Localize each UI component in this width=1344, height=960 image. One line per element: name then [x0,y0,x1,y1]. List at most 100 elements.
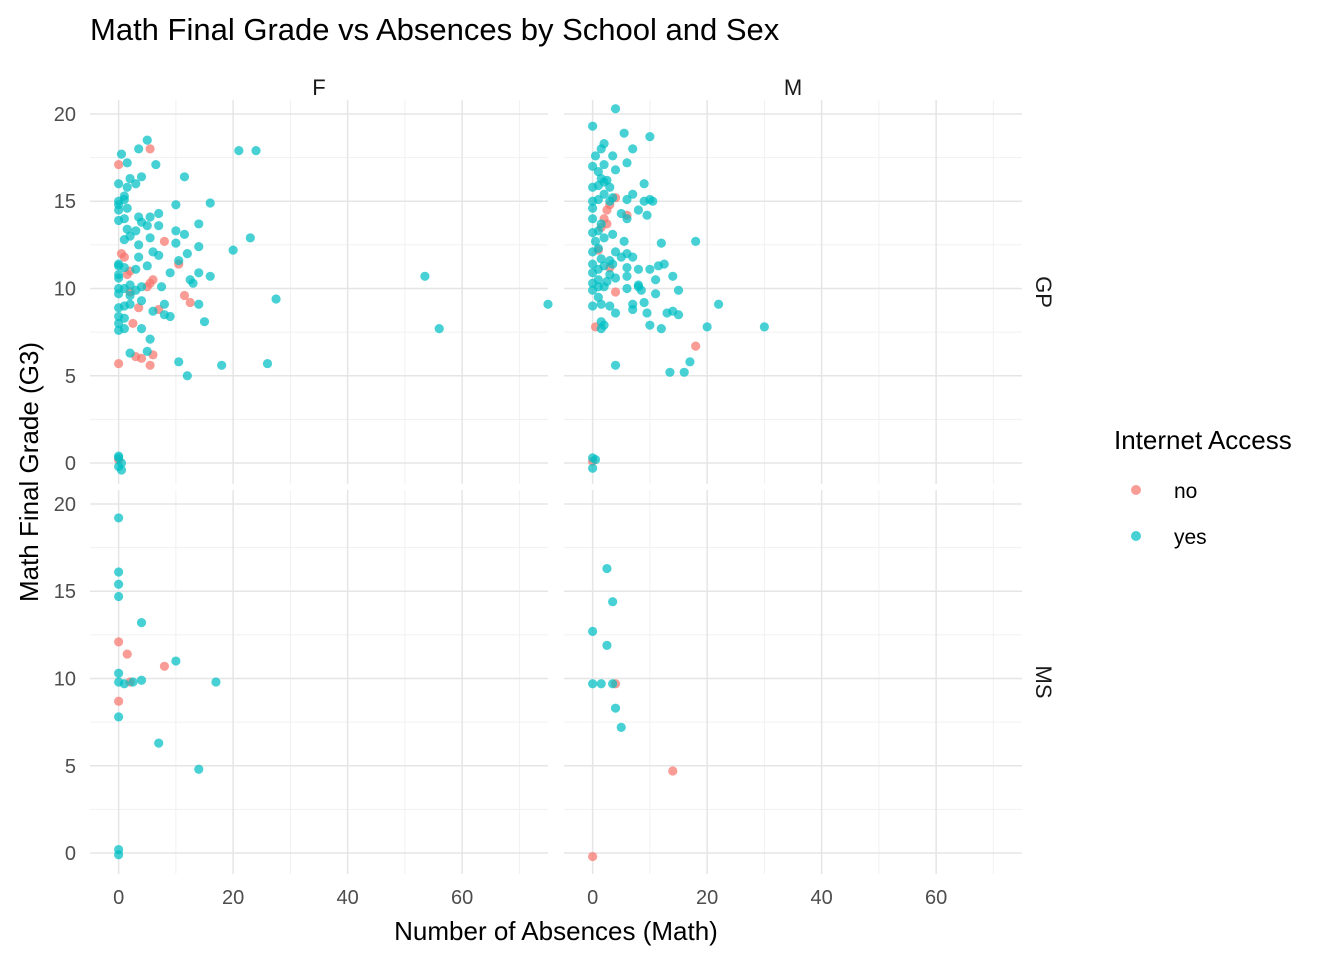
point-yes [608,193,618,203]
point-yes [159,299,170,309]
point-yes [122,224,132,234]
point-yes [148,306,158,316]
point-yes [593,292,603,302]
point-yes [171,656,181,666]
point-yes [114,205,124,215]
point-yes [628,304,638,315]
legend-label-no: no [1174,480,1197,503]
point-yes [599,233,609,243]
point-yes [679,367,689,377]
point-yes [610,104,621,114]
point-yes [605,301,615,311]
point-yes [136,282,147,292]
point-yes [179,229,190,239]
point-yes [593,226,603,236]
point-yes [593,275,603,285]
point-yes [245,233,255,243]
facet-strip-F: F [312,75,325,100]
point-yes [171,200,181,210]
point-yes [651,289,661,299]
point-yes [136,324,147,334]
point-yes [673,310,684,320]
point-yes [114,591,124,602]
point-no [134,303,144,313]
point-yes [588,121,598,131]
point-yes [659,259,669,269]
y-tick-label: 5 [65,366,76,388]
y-tick-label: 0 [65,843,76,865]
point-yes [588,463,598,473]
panels: F M GP MS 0 5 10 15 20 0 5 10 15 20 0 20 40 60 0 20 40 60 [54,75,1056,909]
y-tick-label: 5 [65,756,76,778]
point-yes [122,182,132,192]
point-yes [142,261,152,271]
point-yes [602,640,612,650]
point-yes [119,313,129,323]
point-yes [642,210,652,220]
point-yes [619,128,629,138]
point-yes [596,299,606,309]
point-yes [182,371,192,381]
point-yes [174,357,184,367]
y-tick-label: 15 [54,581,76,603]
point-yes [165,311,175,322]
point-yes [602,563,612,574]
point-yes [628,144,638,154]
legend-entries: no yes [1131,480,1207,549]
legend: Internet Access no yes [1114,425,1292,549]
point-yes [648,196,658,206]
point-yes [633,205,644,215]
point-yes [122,203,132,213]
point-yes [136,172,147,182]
point-yes [593,166,603,177]
point-yes [610,273,621,283]
panel-F-GP: 0 5 10 15 20 [54,100,553,484]
point-yes [125,299,135,309]
point-yes [616,722,626,732]
point-yes [628,189,638,199]
point-yes [251,146,261,156]
point-no [145,144,155,154]
point-yes [590,454,601,465]
point-yes [610,703,621,713]
x-tick-label: 0 [587,887,598,909]
point-yes [645,132,655,142]
point-yes [179,172,190,182]
point-no [114,696,124,706]
point-yes [114,513,124,523]
x-tick-label: 40 [811,887,833,909]
point-yes [211,677,221,687]
point-no [114,358,124,369]
point-no [588,851,598,862]
point-yes [114,567,124,577]
point-yes [136,296,147,306]
point-yes [590,151,601,161]
point-yes [217,360,227,370]
point-yes [142,135,152,145]
point-yes [702,322,712,332]
point-yes [205,198,215,208]
point-yes [131,179,141,189]
point-yes [154,738,164,748]
point-yes [602,175,612,185]
point-yes [128,677,138,687]
y-tick-label: 0 [65,453,76,475]
point-yes [145,212,155,222]
chart-title: Math Final Grade vs Absences by School a… [90,12,780,47]
y-tick-label: 20 [54,494,76,516]
point-yes [665,367,675,377]
point-yes [174,255,184,266]
point-yes [134,144,144,154]
point-yes [125,348,135,358]
point-yes [262,358,273,369]
point-no [119,252,129,262]
x-tick-label: 40 [337,887,359,909]
point-no [122,649,132,659]
legend-key-no [1131,485,1141,495]
point-yes [434,324,444,334]
point-yes [608,259,618,269]
point-yes [622,158,632,168]
point-no [179,290,190,301]
point-no [185,297,195,308]
